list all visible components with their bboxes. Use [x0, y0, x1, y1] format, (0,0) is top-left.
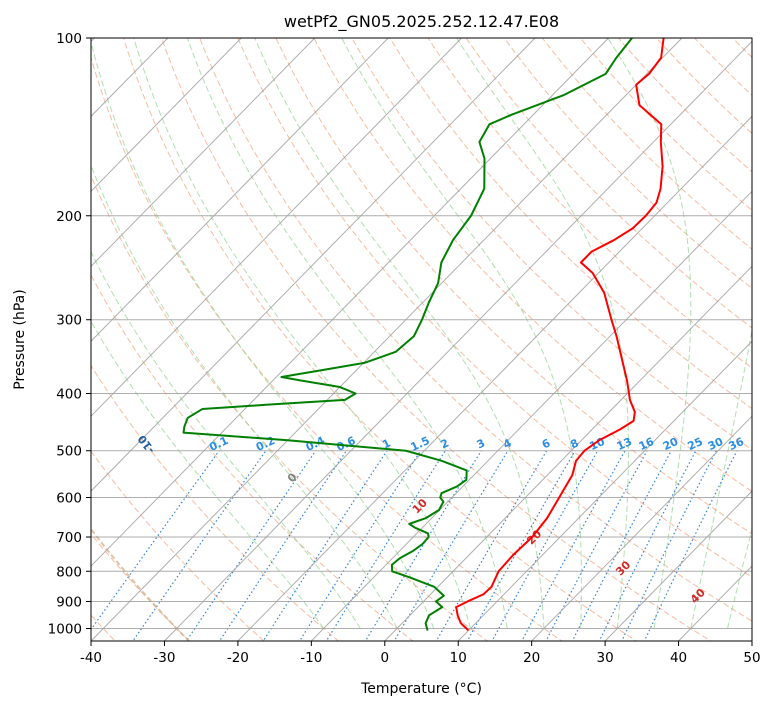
isotherm	[91, 38, 609, 567]
y-tick-label: 500	[56, 444, 82, 460]
mixing-ratio-label: 13	[615, 435, 634, 453]
dry-adiabat	[237, 38, 752, 578]
y-tick-label: 100	[56, 31, 82, 47]
dry-adiabat	[199, 38, 752, 622]
moist-adiabat	[254, 38, 545, 629]
isotherm	[310, 190, 752, 641]
chart-title: wetPf2_GN05.2025.252.12.47.E08	[284, 12, 559, 32]
y-tick-label: 800	[56, 564, 82, 580]
isotherm	[457, 340, 752, 641]
x-tick-label: 40	[670, 650, 687, 666]
x-tick-label: 30	[597, 650, 614, 666]
y-tick-label: 300	[56, 313, 82, 329]
moist-adiabat	[690, 327, 752, 629]
dry-adiabat	[503, 38, 752, 289]
isotherm	[91, 38, 462, 417]
dry-adiabat	[161, 38, 712, 641]
dry-adiabat	[123, 38, 638, 641]
dry-adiabat	[91, 56, 563, 641]
dry-adiabat	[91, 274, 414, 641]
y-tick-label: 900	[56, 594, 82, 610]
y-axis-title: Pressure (hPa)	[12, 289, 28, 389]
mixing-ratio-label: 20	[661, 435, 681, 453]
y-tick-label: 400	[56, 387, 82, 403]
reference-curve	[91, 527, 191, 641]
isotherm	[604, 490, 752, 641]
x-tick-label: 50	[743, 650, 760, 666]
mixing-ratio-label: 36	[727, 435, 747, 453]
temperature-line	[455, 38, 665, 631]
dry-adiabat	[351, 38, 752, 451]
isotherm	[91, 38, 389, 342]
x-tick-label: 20	[523, 650, 540, 666]
mixing-ratio-label: 25	[685, 435, 704, 453]
moist-adiabat	[456, 38, 629, 629]
dry-adiabat	[91, 174, 489, 641]
dry-adiabat	[655, 38, 752, 135]
mixing-ratio-label: 16	[637, 435, 657, 453]
dewpoint-line	[182, 38, 633, 631]
plot-frame	[90, 37, 753, 642]
y-tick-label: 200	[56, 209, 82, 225]
x-tick-label: -40	[80, 650, 102, 666]
y-tick-label: 1000	[48, 621, 82, 637]
y-tick-label: 600	[56, 490, 82, 506]
dry-adiabat	[275, 38, 752, 535]
x-axis: -40 -30 -20 -10 0 10 20 30 40 50	[80, 641, 761, 666]
mixing-ratio-label: 30	[706, 435, 726, 453]
dry-adiabat	[465, 38, 752, 329]
isotherm	[91, 38, 242, 193]
isotherm	[164, 40, 752, 641]
dry-adiabat	[617, 38, 752, 173]
profile-lines	[182, 38, 665, 631]
moist-adiabat	[186, 38, 508, 629]
x-tick-label: 10	[450, 650, 467, 666]
dry-adiabat	[91, 364, 340, 641]
background-lines	[91, 38, 752, 641]
moist-adiabat	[91, 250, 361, 629]
x-axis-title: Temperature (°C)	[360, 681, 482, 697]
isotherm	[91, 38, 683, 641]
moist-adiabat	[91, 40, 435, 629]
moist-adiabat	[341, 38, 582, 629]
isotherm	[531, 415, 752, 641]
isotherm	[237, 115, 752, 641]
x-tick-label: -30	[153, 650, 175, 666]
x-tick-label: -20	[227, 650, 249, 666]
moist-adiabat	[133, 38, 471, 629]
isotherm	[91, 38, 536, 492]
moist-adiabat	[91, 164, 398, 629]
isotherm	[384, 265, 752, 641]
dry-adiabat	[91, 450, 265, 641]
dry-adiabat	[389, 38, 752, 410]
moist-adiabat	[607, 38, 692, 629]
x-tick-label: 0	[380, 650, 389, 666]
dry-adiabat	[427, 38, 752, 369]
y-tick-label: 700	[56, 530, 82, 546]
isotherm	[91, 38, 316, 267]
y-axis: 100 200 300 400 500 600 700 800 900 1000	[48, 31, 91, 637]
x-tick-label: -10	[300, 650, 322, 666]
